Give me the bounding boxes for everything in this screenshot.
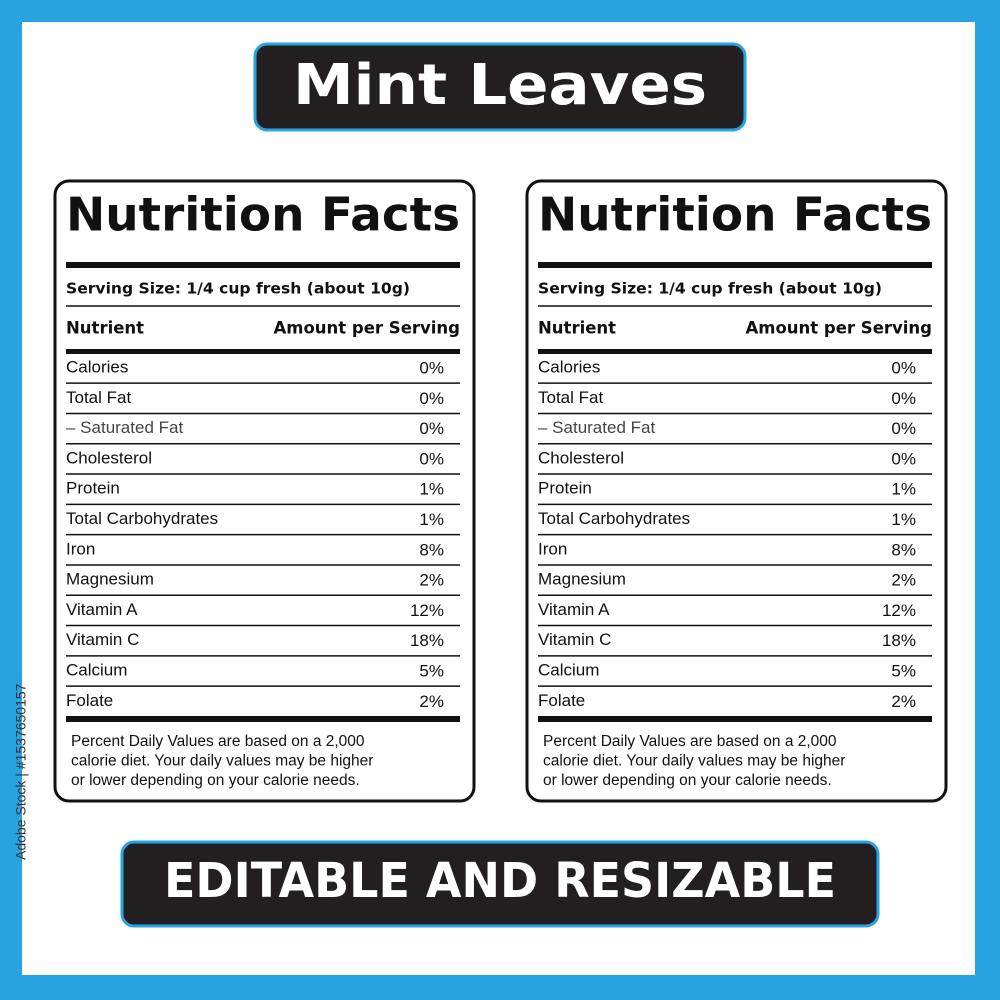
nutrient-name: Folate [66,691,113,710]
nutrient-value: 2% [419,571,444,590]
nutrient-name: Protein [66,479,120,498]
nutrient-name: Calcium [538,660,599,679]
thick-rule [66,716,460,722]
nutrient-value: 0% [891,419,916,438]
nutrient-value: 8% [419,540,444,559]
nutrient-value: 0% [891,449,916,468]
nutrient-value: 0% [891,389,916,408]
footnote: calorie diet. Your daily values may be h… [543,753,845,770]
label-box [53,179,476,803]
nutrient-value: 0% [419,358,444,377]
nutrient-name: Vitamin A [538,600,610,619]
footnote: Percent Daily Values are based on a 2,00… [71,733,365,750]
label-box [525,179,948,803]
banner-box [120,840,880,928]
nutrient-value: 0% [419,419,444,438]
nutrient-name: Total Fat [66,388,131,407]
title-box [253,42,747,132]
nutrient-value: 12% [882,601,916,620]
nutrient-value: 5% [891,661,916,680]
serving-size: Serving Size: 1/4 cup fresh (about 10g) [538,280,882,298]
nutrient-value: 18% [882,631,916,650]
footnote: or lower depending on your calorie needs… [71,772,360,789]
nutrient-name: Cholesterol [66,448,152,467]
nutrient-name: Total Fat [538,388,603,407]
nutrient-name: Folate [538,691,585,710]
thick-rule [538,716,932,722]
nutrient-name: Vitamin A [66,600,138,619]
nutrient-value: 1% [891,510,916,529]
nutrient-name: Calories [66,357,128,376]
nutrient-name: Total Carbohydrates [66,509,218,528]
nutrient-name: Iron [538,539,567,558]
banner: EDITABLE AND RESIZABLE [164,853,836,909]
column-header: Amount per Serving [746,319,933,338]
footnote: Percent Daily Values are based on a 2,00… [543,733,837,750]
nutrient-value: 0% [419,389,444,408]
stock-id: Adobe Stock | #1537650157 [13,683,29,860]
nutrient-name: Cholesterol [538,448,624,467]
column-header: Nutrient [66,319,144,338]
nutrient-name: Iron [66,539,95,558]
nutrient-value: 1% [419,510,444,529]
nutrient-value: 12% [410,601,444,620]
nutrient-value: 1% [419,480,444,499]
nutrient-value: 8% [891,540,916,559]
thick-rule [538,262,932,268]
nutrient-name: Calcium [66,660,127,679]
nutrient-value: 0% [419,449,444,468]
footnote: or lower depending on your calorie needs… [543,772,832,789]
nutrient-name: – Saturated Fat [538,418,655,437]
nutrient-value: 1% [891,480,916,499]
thick-rule [66,349,460,354]
nutrient-name: Total Carbohydrates [538,509,690,528]
nutrient-name: – Saturated Fat [66,418,183,437]
nutrient-name: Calories [538,357,600,376]
thick-rule [66,262,460,268]
title: Mint Leaves [293,53,707,118]
column-header: Amount per Serving [274,319,461,338]
label-heading: Nutrition Facts [538,188,932,242]
nutrient-name: Vitamin C [538,630,611,649]
nutrient-value: 18% [410,631,444,650]
nutrient-name: Protein [538,479,592,498]
nutrient-name: Magnesium [66,570,154,589]
nutrient-name: Magnesium [538,570,626,589]
nutrient-value: 2% [419,692,444,711]
label-heading: Nutrition Facts [66,188,460,242]
footnote: calorie diet. Your daily values may be h… [71,753,373,770]
nutrient-value: 2% [891,571,916,590]
nutrient-value: 5% [419,661,444,680]
nutrient-value: 2% [891,692,916,711]
thick-rule [538,349,932,354]
nutrient-value: 0% [891,358,916,377]
serving-size: Serving Size: 1/4 cup fresh (about 10g) [66,280,410,298]
nutrient-name: Vitamin C [66,630,139,649]
column-header: Nutrient [538,319,616,338]
